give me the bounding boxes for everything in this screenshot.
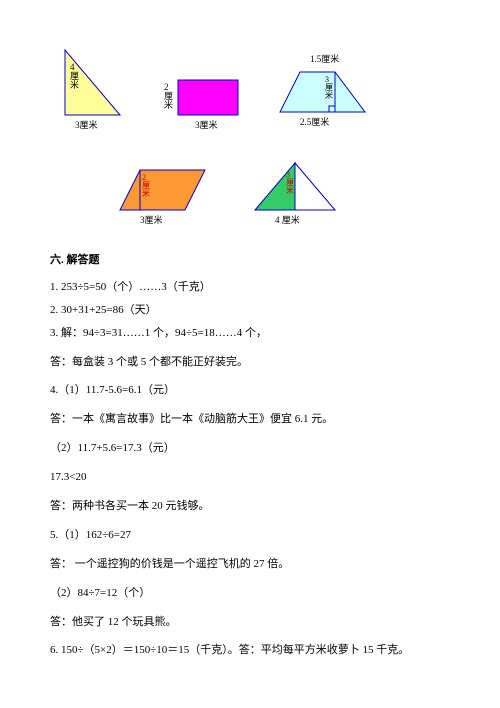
triangle2-right-icon (295, 163, 335, 210)
rectangle-shape: 2厘米 3厘米 (160, 60, 250, 140)
triangle-base-label: 3厘米 (75, 119, 98, 130)
para-base-label: 3厘米 (140, 214, 163, 225)
answer-line-4: 答：每盒装 3 个或 5 个都不能正好装完。 (50, 352, 450, 373)
answer-line-6: 答：一本《寓言故事》比一本《动脑筋大王》便宜 6.1 元。 (50, 409, 450, 430)
answer-line-12: （2）84÷7=12（个） (50, 583, 450, 604)
parallelogram-icon (120, 170, 205, 210)
trapezoid-shape: 1.5厘米 3厘米 2.5厘米 (270, 50, 380, 140)
tri2-base-label: 4 厘米 (275, 214, 300, 225)
section-title: 六. 解答题 (50, 250, 450, 271)
text-content: 六. 解答题 1. 253÷5=50（个）……3（千克） 2. 30+31+25… (50, 250, 450, 661)
answer-line-10: 5.（1）162÷6=27 (50, 525, 450, 546)
triangle-shape: 4厘米 3厘米 (50, 40, 140, 140)
trapezoid-icon (280, 72, 365, 112)
answer-line-14: 6. 150÷（5×2）＝150÷10＝15（千克）。答：平均每平方米收萝卜 1… (50, 640, 450, 661)
trap-base-label: 2.5厘米 (300, 116, 329, 127)
answer-line-13: 答：他买了 12 个玩具熊。 (50, 612, 450, 633)
rectangle-icon (178, 80, 238, 115)
trap-top-label: 1.5厘米 (310, 53, 339, 64)
rect-base-label: 3厘米 (195, 119, 218, 130)
answer-line-9: 答：两种书各买一本 20 元钱够。 (50, 496, 450, 517)
shapes-row-1: 4厘米 3厘米 2厘米 3厘米 1.5厘米 3厘米 2.5厘米 (50, 40, 450, 140)
answer-line-3: 3. 解：94÷3=31……1 个，94÷5=18……4 个， (50, 323, 450, 344)
answer-line-1: 1. 253÷5=50（个）……3（千克） (50, 277, 450, 298)
answer-line-7: （2）11.7+5.6=17.3（元） (50, 438, 450, 459)
answer-line-5: 4.（1）11.7-5.6=6.1（元） (50, 380, 450, 401)
answer-line-11: 答： 一个遥控狗的价钱是一个遥控飞机的 27 倍。 (50, 554, 450, 575)
answer-line-8: 17.3<20 (50, 467, 450, 488)
answer-line-2: 2. 30+31+25=86（天） (50, 300, 450, 321)
parallelogram-shape: 2厘米 3厘米 (110, 160, 220, 235)
triangle2-shape: 3厘米 4 厘米 (240, 155, 350, 235)
shapes-row-2: 2厘米 3厘米 3厘米 4 厘米 (110, 155, 450, 235)
page: 4厘米 3厘米 2厘米 3厘米 1.5厘米 3厘米 2.5厘米 (0, 0, 500, 708)
rect-height-label: 2厘米 (164, 82, 173, 110)
